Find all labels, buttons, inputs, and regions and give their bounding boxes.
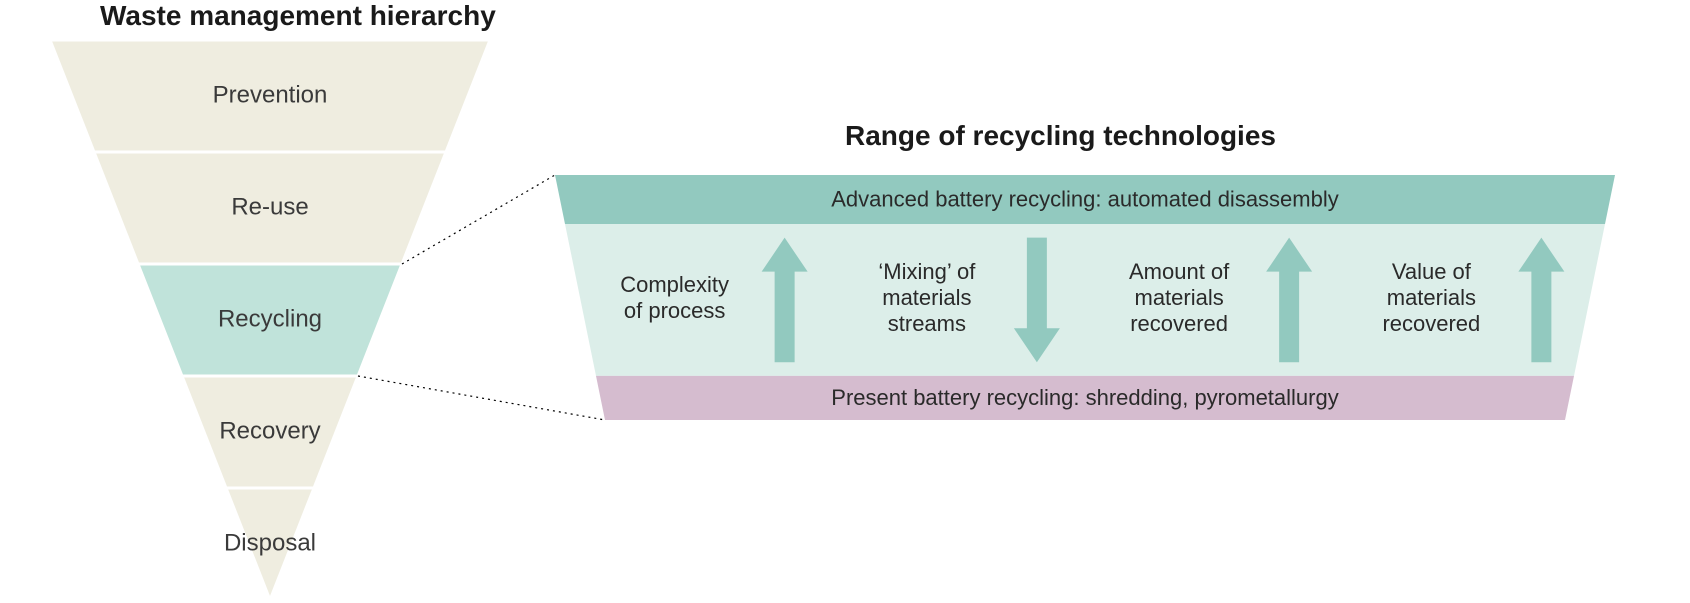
connector-line-bottom — [358, 376, 605, 420]
metric-3-line2: materials — [1387, 285, 1476, 310]
detail-band-label-2: Present battery recycling: shredding, py… — [831, 385, 1338, 410]
pyramid-label-recovery: Recovery — [219, 417, 320, 444]
pyramid-label-re-use: Re-use — [231, 193, 308, 220]
metric-2-line3: recovered — [1130, 311, 1228, 336]
metric-1-line3: streams — [888, 311, 966, 336]
metric-1-line1: ‘Mixing’ of — [878, 259, 976, 284]
pyramid-label-recycling: Recycling — [218, 305, 322, 332]
title-waste-hierarchy: Waste management hierarchy — [100, 0, 496, 32]
metric-3-line3: recovered — [1382, 311, 1480, 336]
metric-1-line2: materials — [882, 285, 971, 310]
metric-0-line1: Complexity — [620, 272, 729, 297]
pyramid-label-disposal: Disposal — [224, 529, 316, 556]
detail-band-label-0: Advanced battery recycling: automated di… — [831, 186, 1338, 211]
metric-0-line2: of process — [624, 298, 726, 323]
title-recycling-tech: Range of recycling technologies — [845, 120, 1276, 152]
metric-3-line1: Value of — [1392, 259, 1472, 284]
metric-2-line2: materials — [1135, 285, 1224, 310]
metric-2-line1: Amount of — [1129, 259, 1230, 284]
diagram-svg: Prevention Re-use Recycling Recovery Disposa… — [0, 0, 1690, 603]
pyramid-label-prevention: Prevention — [213, 81, 328, 108]
